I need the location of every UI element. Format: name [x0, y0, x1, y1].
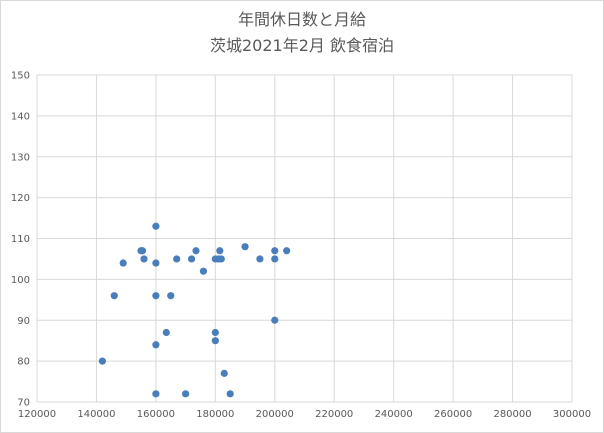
x-tick-label: 160000	[137, 409, 175, 420]
x-tick-label: 300000	[553, 409, 591, 420]
scatter-point	[220, 369, 228, 377]
y-tick-label: 130	[11, 152, 30, 163]
x-tick-label: 220000	[315, 409, 353, 420]
chart-title: 年間休日数と月給	[237, 10, 366, 29]
y-tick-label: 140	[11, 111, 30, 122]
scatter-point	[138, 247, 147, 255]
scatter-point	[187, 255, 196, 263]
x-tick-label: 260000	[434, 409, 472, 420]
scatter-point	[256, 255, 264, 263]
x-tick-label: 280000	[493, 409, 531, 420]
scatter-point	[211, 337, 219, 345]
scatter-point	[211, 328, 219, 337]
scatter-point	[162, 328, 170, 337]
scatter-point	[140, 255, 148, 263]
scatter-point	[192, 247, 200, 255]
scatter-point	[217, 255, 225, 263]
y-axis-tick-labels: 70 80 90 100 110 120 130 140 150	[11, 71, 30, 409]
scatter-point	[216, 247, 224, 255]
scatter-point	[152, 341, 160, 349]
y-tick-label: 70	[17, 398, 30, 409]
x-tick-label: 180000	[196, 409, 234, 420]
y-tick-label: 150	[11, 71, 30, 82]
y-tick-label: 100	[11, 275, 30, 286]
y-tick-label: 110	[11, 234, 30, 245]
y-tick-label: 90	[17, 316, 30, 327]
chart-subtitle: 茨城2021年2月 飲食宿泊	[210, 36, 394, 55]
scatter-point	[241, 243, 249, 251]
scatter-point	[152, 222, 160, 230]
scatter-point	[283, 247, 291, 255]
x-tick-label: 140000	[77, 409, 115, 420]
x-axis-tick-labels: 120000 140000 160000 180000 200000 220000 2400…	[18, 409, 591, 420]
scatter-point	[119, 259, 127, 267]
scatter-point	[271, 247, 279, 255]
scatter-point	[152, 259, 160, 267]
scatter-point	[167, 292, 175, 300]
scatter-point	[152, 390, 160, 398]
scatter-point	[226, 390, 234, 398]
scatter-point	[271, 255, 279, 263]
scatter-point	[152, 292, 160, 300]
x-tick-label: 240000	[375, 409, 413, 420]
scatter-point	[271, 316, 279, 324]
y-tick-label: 120	[11, 193, 30, 204]
scatter-point	[182, 390, 190, 398]
y-tick-label: 80	[17, 357, 30, 368]
scatter-point	[98, 357, 106, 365]
x-tick-label: 200000	[256, 409, 294, 420]
scatter-point	[199, 267, 208, 275]
data-points	[98, 222, 291, 398]
scatter-point	[110, 292, 118, 300]
scatter-point	[173, 255, 181, 263]
x-tick-label: 120000	[18, 409, 56, 420]
grid-lines	[36, 74, 573, 403]
